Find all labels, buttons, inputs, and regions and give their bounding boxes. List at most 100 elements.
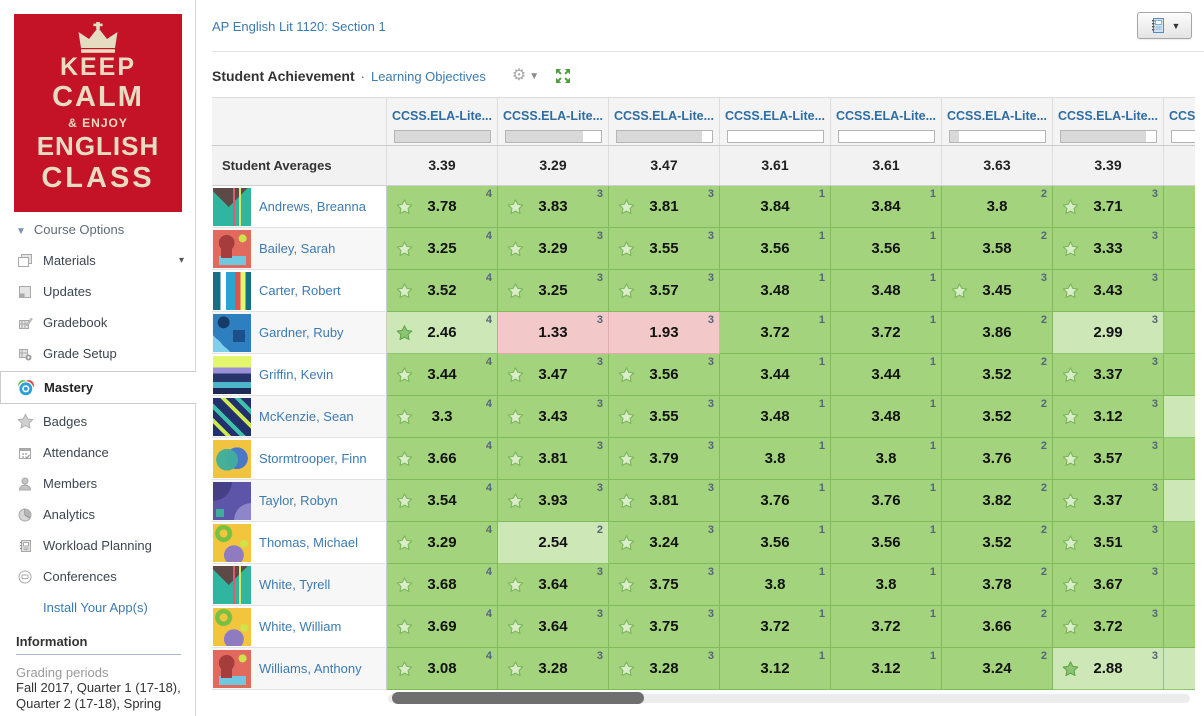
mastery-cell[interactable]: 3.561 [831,228,942,270]
mastery-cell[interactable]: 3.561 [831,522,942,564]
mastery-cell[interactable]: 3.123 [1053,396,1164,438]
mastery-cell[interactable]: 3.721 [831,312,942,354]
mastery-cell[interactable]: 3.561 [720,228,831,270]
sidebar-item-badges[interactable]: Badges [0,406,196,437]
mastery-cell[interactable]: 3.784 [387,186,498,228]
sidebar-item-grade-setup[interactable]: Grade Setup [0,338,196,369]
mastery-cell[interactable]: 3.522 [942,522,1053,564]
mastery-cell[interactable]: 3.524 [387,270,498,312]
mastery-cell[interactable]: 3.721 [720,312,831,354]
mastery-cell[interactable]: 3.084 [387,648,498,690]
student-name-link[interactable]: Andrews, Breanna [259,199,366,214]
mastery-cell[interactable]: 3.441 [831,354,942,396]
mastery-cell[interactable]: 3.481 [720,396,831,438]
mastery-cell[interactable] [1164,648,1195,690]
mastery-cell[interactable]: 3.81 [720,564,831,606]
mastery-cell[interactable]: 3.862 [942,312,1053,354]
mastery-cell[interactable]: 3.721 [720,606,831,648]
objective-link[interactable]: CCSS.ELA-Lite... [1169,109,1195,123]
mastery-cell[interactable] [1164,564,1195,606]
mastery-cell[interactable]: 2.993 [1053,312,1164,354]
student-name-link[interactable]: Williams, Anthony [259,661,362,676]
sidebar-item-workload-planning[interactable]: Workload Planning [0,530,196,561]
mastery-cell[interactable]: 3.522 [942,396,1053,438]
mastery-cell[interactable]: 3.441 [720,354,831,396]
sidebar-item-members[interactable]: Members [0,468,196,499]
student-name-link[interactable]: McKenzie, Sean [259,409,354,424]
mastery-cell[interactable]: 3.513 [1053,522,1164,564]
objective-link[interactable]: CCSS.ELA-Lite... [836,109,936,123]
objective-link[interactable]: CCSS.ELA-Lite... [503,109,603,123]
student-name-link[interactable]: Bailey, Sarah [259,241,335,256]
mastery-cell[interactable]: 3.793 [609,438,720,480]
sidebar-item-attendance[interactable]: Attendance [0,437,196,468]
mastery-cell[interactable]: 3.473 [498,354,609,396]
mastery-cell[interactable] [1164,270,1195,312]
mastery-cell[interactable]: 3.433 [1053,270,1164,312]
mastery-cell[interactable]: 3.254 [387,228,498,270]
mastery-cell[interactable]: 3.283 [609,648,720,690]
student-name-link[interactable]: Griffin, Kevin [259,367,333,382]
mastery-cell[interactable]: 3.81 [831,564,942,606]
mastery-cell[interactable]: 3.813 [498,438,609,480]
view-selector-button[interactable]: ▼ [1137,12,1192,39]
mastery-cell[interactable]: 3.662 [942,606,1053,648]
course-title-link[interactable]: AP English Lit 1120: Section 1 [212,19,386,34]
mastery-cell[interactable]: 3.841 [720,186,831,228]
mastery-cell[interactable] [1164,354,1195,396]
mastery-cell[interactable] [1164,396,1195,438]
mastery-cell[interactable]: 1.333 [498,312,609,354]
sidebar-item-mastery[interactable]: Mastery [0,371,197,404]
mastery-cell[interactable]: 3.333 [1053,228,1164,270]
mastery-cell[interactable] [1164,522,1195,564]
mastery-cell[interactable]: 3.713 [1053,186,1164,228]
student-name-link[interactable]: Taylor, Robyn [259,493,338,508]
mastery-cell[interactable]: 3.481 [831,396,942,438]
student-name-link[interactable]: Gardner, Ruby [259,325,344,340]
mastery-cell[interactable]: 3.813 [609,186,720,228]
mastery-cell[interactable]: 3.81 [831,438,942,480]
mastery-cell[interactable]: 3.573 [609,270,720,312]
sidebar-item-gradebook[interactable]: Gradebook [0,307,196,338]
mastery-cell[interactable]: 3.121 [831,648,942,690]
mastery-cell[interactable]: 3.433 [498,396,609,438]
objective-link[interactable]: CCSS.ELA-Lite... [614,109,714,123]
mastery-cell[interactable]: 3.841 [831,186,942,228]
objective-link[interactable]: CCSS.ELA-Lite... [725,109,825,123]
objective-link[interactable]: CCSS.ELA-Lite... [947,109,1047,123]
mastery-cell[interactable]: 3.664 [387,438,498,480]
mastery-cell[interactable]: 3.761 [720,480,831,522]
objective-link[interactable]: CCSS.ELA-Lite... [392,109,492,123]
mastery-cell[interactable] [1164,438,1195,480]
mastery-cell[interactable]: 3.933 [498,480,609,522]
mastery-cell[interactable]: 3.553 [609,396,720,438]
mastery-cell[interactable]: 3.822 [942,480,1053,522]
mastery-cell[interactable] [1164,186,1195,228]
student-name-link[interactable]: White, William [259,619,341,634]
objective-link[interactable]: CCSS.ELA-Lite... [1058,109,1158,123]
mastery-cell[interactable]: 3.293 [498,228,609,270]
mastery-cell[interactable]: 3.444 [387,354,498,396]
expand-icon[interactable] [555,68,571,84]
mastery-cell[interactable]: 3.544 [387,480,498,522]
mastery-cell[interactable]: 3.253 [498,270,609,312]
gear-icon[interactable]: ⚙ [512,68,526,84]
sidebar-item-materials[interactable]: Materials▾ [0,245,196,276]
chevron-down-icon[interactable]: ▾ [179,255,184,266]
mastery-cell[interactable]: 3.753 [609,564,720,606]
student-name-link[interactable]: Thomas, Michael [259,535,358,550]
mastery-cell[interactable]: 3.813 [609,480,720,522]
student-name-link[interactable]: Stormtrooper, Finn [259,451,367,466]
student-name-link[interactable]: Carter, Robert [259,283,341,298]
mastery-cell[interactable] [1164,480,1195,522]
gear-caret-icon[interactable]: ▼ [529,71,539,82]
install-apps-link[interactable]: Install Your App(s) [0,592,195,622]
mastery-cell[interactable]: 3.121 [720,648,831,690]
sidebar-item-updates[interactable]: Updates [0,276,196,307]
student-name-link[interactable]: White, Tyrell [259,577,330,592]
mastery-cell[interactable]: 3.721 [831,606,942,648]
mastery-cell[interactable]: 3.481 [720,270,831,312]
mastery-cell[interactable]: 2.542 [498,522,609,564]
mastery-cell[interactable] [1164,606,1195,648]
mastery-cell[interactable]: 3.373 [1053,354,1164,396]
